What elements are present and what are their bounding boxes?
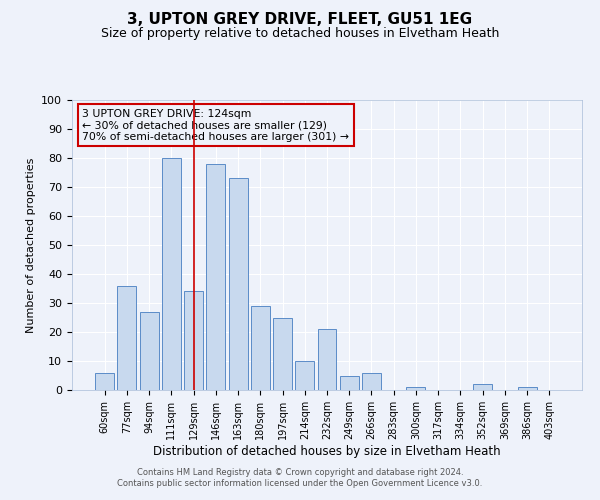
Bar (340, 376, 359, 390)
X-axis label: Distribution of detached houses by size in Elvetham Heath: Distribution of detached houses by size … (153, 444, 501, 458)
Bar (295, 361, 314, 390)
Bar (251, 306, 270, 390)
Bar (162, 158, 181, 390)
Bar (184, 292, 203, 390)
Bar (273, 318, 292, 390)
Text: 3 UPTON GREY DRIVE: 124sqm
← 30% of detached houses are smaller (129)
70% of sem: 3 UPTON GREY DRIVE: 124sqm ← 30% of deta… (82, 108, 349, 142)
Bar (406, 387, 425, 390)
Text: Contains HM Land Registry data © Crown copyright and database right 2024.
Contai: Contains HM Land Registry data © Crown c… (118, 468, 482, 487)
Y-axis label: Number of detached properties: Number of detached properties (26, 158, 36, 332)
Bar (229, 178, 248, 390)
Bar (473, 384, 492, 390)
Text: Size of property relative to detached houses in Elvetham Heath: Size of property relative to detached ho… (101, 28, 499, 40)
Bar (518, 387, 536, 390)
Text: 3, UPTON GREY DRIVE, FLEET, GU51 1EG: 3, UPTON GREY DRIVE, FLEET, GU51 1EG (127, 12, 473, 28)
Bar (362, 372, 381, 390)
Bar (317, 329, 337, 390)
Bar (95, 372, 114, 390)
Bar (206, 164, 225, 390)
Bar (118, 286, 136, 390)
Bar (140, 312, 158, 390)
